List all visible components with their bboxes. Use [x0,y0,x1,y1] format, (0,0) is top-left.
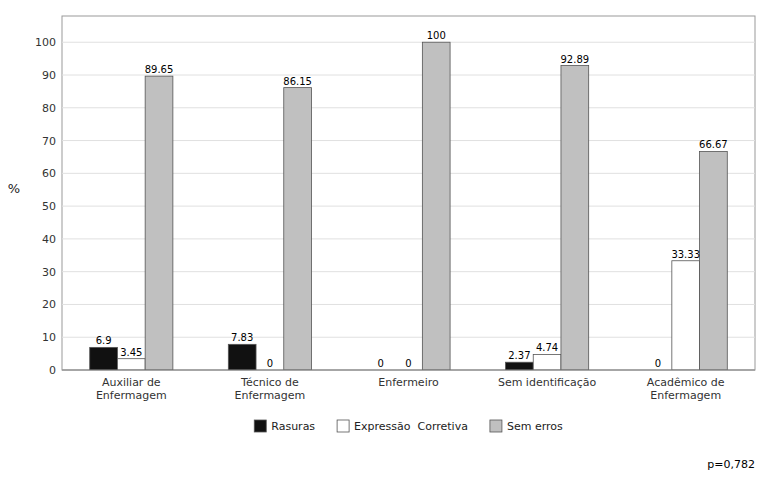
data-label: 33.33 [671,249,700,260]
x-tick-label: Acadêmico deEnfermagem [647,376,725,402]
bar [90,347,118,370]
bar [700,151,728,370]
legend-item: Sem erros [490,420,563,433]
bars [90,42,728,370]
y-tick-label: 90 [42,69,56,82]
legend-item: Expressão Corretiva [337,420,468,433]
x-tick-label-line: Enfermeiro [378,376,439,389]
x-tick-label-line: Auxiliar de [102,376,161,389]
bar [422,42,450,370]
y-tick-label: 70 [42,135,56,148]
data-label: 0 [655,358,661,369]
bar [145,76,173,370]
legend-swatch [337,420,349,432]
x-tick-label: Técnico deEnfermagem [234,376,305,402]
x-tick-label-line: Técnico de [240,376,299,389]
bar [117,359,145,370]
y-tick-label: 20 [42,298,56,311]
y-axis-label: % [8,181,20,196]
y-tick-label: 30 [42,266,56,279]
x-tick-label-line: Acadêmico de [647,376,725,389]
chart: 0 10 20 30 40 50 60 70 80 90 100% 6.9 7.83 0 2.37 0 3.45… [0,0,771,487]
y-tick-label: 0 [49,364,56,377]
x-tick-label-line: Enfermagem [96,389,167,402]
bar [506,362,534,370]
x-tick-label: Sem identificação [498,376,597,389]
annotation: p=0,782 [707,458,755,471]
legend-label: Sem erros [507,420,563,433]
legend-item: Rasuras [254,420,315,433]
y-tick-label: 10 [42,331,56,344]
data-label: 2.37 [508,350,530,361]
legend-swatch [490,420,502,432]
x-tick-label: Enfermeiro [378,376,439,389]
data-label: 66.67 [699,139,728,150]
data-label: 100 [427,30,446,41]
data-label: 4.74 [536,342,558,353]
grid-line [62,370,755,371]
plot-frame [62,16,755,370]
y-tick-label: 100 [35,36,56,49]
data-label: 0 [405,358,411,369]
bar [561,66,589,370]
legend: Rasuras Expressão Corretiva Sem erros [254,420,563,433]
data-label: 0 [378,358,384,369]
legend-swatch [254,420,266,432]
grid-line [62,42,755,43]
x-tick-label: Auxiliar deEnfermagem [96,376,167,402]
data-label: 86.15 [283,76,312,87]
data-labels: 6.9 7.83 0 2.37 0 3.45 0 0 4.74 33.33 89.65 86.15 10… [96,30,728,369]
legend-label: Expressão Corretiva [354,420,468,433]
x-tick-label-line: Enfermagem [650,389,721,402]
y-tick-label: 80 [42,102,56,115]
data-label: 89.65 [145,64,174,75]
x-axis-line [62,370,755,371]
x-tick-label-line: Enfermagem [234,389,305,402]
bar [533,354,561,370]
data-label: 0 [267,358,273,369]
bar [228,344,256,370]
bar [672,261,700,370]
y-tick-label: 50 [42,200,56,213]
x-tick-label-line: Sem identificação [498,376,597,389]
data-label: 92.89 [560,54,589,65]
bar [284,88,312,370]
data-label: 7.83 [231,332,253,343]
legend-label: Rasuras [271,420,315,433]
data-label: 3.45 [120,347,142,358]
data-label: 6.9 [96,335,112,346]
y-tick-label: 40 [42,233,56,246]
y-tick-label: 60 [42,167,56,180]
